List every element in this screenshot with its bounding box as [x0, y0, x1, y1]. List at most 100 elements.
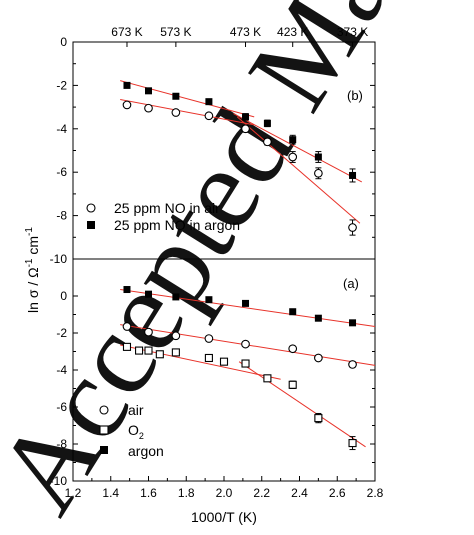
- data-point-open-circle: [288, 152, 298, 162]
- legend-label-no-air: 25 ppm NO in air: [114, 200, 220, 216]
- y-tick-label: -2: [56, 326, 67, 340]
- fit-line: [238, 361, 366, 448]
- y-tick-label: -4: [56, 363, 67, 377]
- data-point-open-square: [263, 374, 272, 383]
- data-point-open-circle: [122, 100, 132, 110]
- data-point-filled-square: [349, 319, 357, 327]
- panel-a-x-axis: 1.2 1.4 1.6 1.8 2.0 2.2 2.4 2.6 2.8: [65, 476, 384, 500]
- data-point-open-square: [219, 357, 229, 366]
- y-axis-title-main: ln σ / Ω: [25, 267, 41, 313]
- x-tick-label: 2.8: [367, 486, 384, 500]
- data-point-open-circle: [241, 124, 250, 134]
- x-tick-label: 2.2: [253, 486, 270, 500]
- fit-line: [120, 289, 376, 328]
- data-point-open-square: [135, 346, 144, 355]
- data-point-open-circle: [204, 334, 214, 343]
- data-point-open-square: [348, 439, 357, 448]
- data-point-open-circle: [348, 223, 357, 232]
- panel-a-legend: air O2 argon: [99, 402, 164, 459]
- top-tick-label: 473 K: [230, 25, 261, 39]
- panel-b-y-axis: 0 -2 -4 -6 -8 -10: [50, 35, 375, 266]
- data-point-filled-square: [145, 290, 152, 298]
- x-tick-label: 2.6: [329, 486, 346, 500]
- data-point-filled-square: [289, 308, 297, 316]
- legend-label-air: air: [128, 402, 144, 418]
- y-tick-label: 0: [60, 289, 67, 303]
- data-point-filled-square: [242, 299, 250, 307]
- data-point-open-circle: [314, 353, 323, 363]
- data-point-open-square: [314, 414, 323, 423]
- y-tick-label: -10: [50, 252, 68, 266]
- panel-a: (a) 0 -2 -4 -6 -8 -10 1.2 1.4 1.6 1.8 2.0 2.2 2.4 2.…: [50, 258, 384, 500]
- x-tick-label: 1.8: [178, 486, 195, 500]
- y-tick-label: -8: [56, 437, 67, 451]
- y-tick-label: -4: [56, 122, 67, 136]
- data-point-filled-square: [123, 286, 131, 294]
- x-tick-label: 1.2: [65, 486, 82, 500]
- panel-b-fit-lines: [120, 80, 363, 224]
- data-point-open-circle: [144, 327, 153, 337]
- y-axis-title-mid: cm: [25, 236, 41, 259]
- data-point-filled-square: [123, 81, 131, 89]
- data-point-open-circle: [171, 331, 181, 341]
- data-point-filled-square: [242, 113, 250, 121]
- fit-line: [236, 116, 361, 224]
- legend-label-o2-sub: 2: [139, 431, 144, 441]
- data-point-open-square: [122, 342, 132, 351]
- y-tick-label: -2: [56, 78, 67, 92]
- y-axis-title: ln σ / Ω-1 cm-1: [24, 227, 41, 313]
- data-point-filled-square: [314, 314, 322, 322]
- y-tick-label: -6: [56, 400, 67, 414]
- data-point-open-circle: [204, 111, 214, 121]
- fit-line: [120, 99, 255, 126]
- x-tick-label: 2.0: [216, 486, 233, 500]
- legend-marker-open-square: [99, 425, 109, 435]
- panel-b-top-axis: 673 K 573 K 473 K 423 K 373 K: [111, 25, 368, 47]
- data-point-open-circle: [314, 168, 323, 178]
- x-tick-label: 1.4: [102, 486, 119, 500]
- legend-marker-filled-square: [87, 221, 95, 229]
- y-tick-label: -10: [50, 474, 68, 488]
- legend-label-no-argon: 25 ppm NO in argon: [114, 217, 240, 233]
- data-point-filled-square: [314, 153, 322, 161]
- legend-label-argon: argon: [128, 443, 164, 459]
- top-tick-label: 423 K: [277, 25, 308, 39]
- legend-marker-open-circle: [99, 405, 109, 415]
- data-point-open-square: [241, 359, 250, 368]
- data-point-filled-square: [172, 92, 180, 100]
- data-point-open-circle: [144, 103, 153, 113]
- x-axis-title: 1000/T (K): [191, 509, 257, 525]
- data-point-open-square: [155, 350, 164, 359]
- y-axis-title-sup2: -1: [24, 227, 35, 236]
- data-point-filled-square: [172, 293, 180, 301]
- data-point-filled-square: [205, 296, 213, 304]
- legend-label-o2: O2: [128, 422, 144, 441]
- legend-label-o2-main: O: [128, 422, 139, 438]
- panel-b: (b) 0 -2 -4 -6 -8 -10 673 K 573 K 473 K 423 K 373…: [50, 25, 376, 266]
- data-point-open-circle: [171, 108, 181, 117]
- panel-b-legend: 25 ppm NO in air 25 ppm NO in argon: [86, 200, 240, 233]
- data-point-open-square: [144, 346, 153, 355]
- fit-line: [120, 80, 255, 118]
- y-axis-title-sup1: -1: [24, 258, 35, 267]
- panel-b-points: [122, 81, 357, 236]
- data-point-filled-square: [349, 171, 357, 179]
- panel-a-points: [122, 286, 357, 451]
- y-tick-label: -8: [56, 209, 67, 223]
- data-point-open-circle: [122, 322, 132, 331]
- data-point-open-square: [204, 353, 213, 363]
- data-point-filled-square: [145, 87, 152, 95]
- data-point-open-square: [171, 348, 180, 357]
- top-tick-label: 573 K: [160, 25, 191, 39]
- x-tick-label: 2.4: [291, 486, 308, 500]
- panel-b-label: (b): [347, 88, 363, 103]
- data-point-filled-square: [263, 119, 271, 127]
- legend-marker-filled-square: [100, 446, 108, 454]
- data-point-open-circle: [288, 344, 298, 354]
- legend-marker-open-circle: [86, 203, 96, 213]
- fit-line: [233, 113, 363, 183]
- y-tick-label: 0: [60, 35, 67, 49]
